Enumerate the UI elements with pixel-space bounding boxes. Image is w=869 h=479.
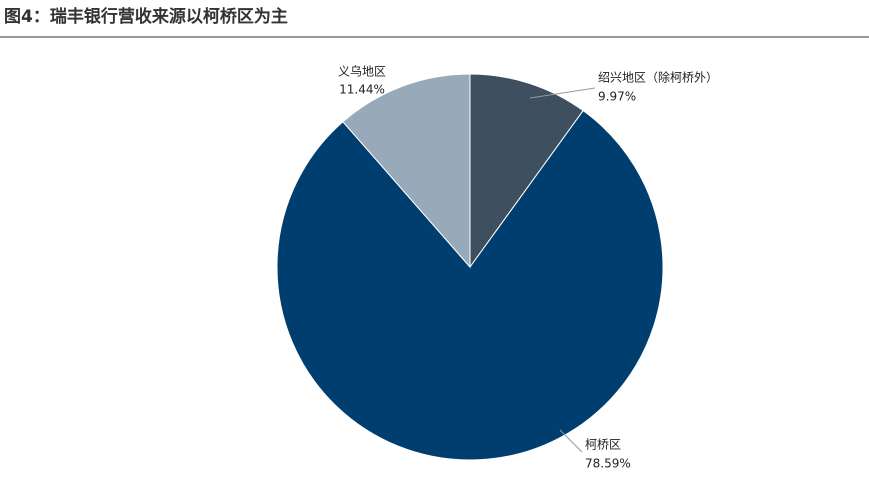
leader-line [559,429,583,453]
chart-title: 图4：瑞丰银行营收来源以柯桥区为主 [4,6,288,27]
slice-label: 柯桥区 [585,438,621,452]
value-label: 78.59% [585,457,631,471]
pie-slice [276,109,664,461]
pie-slice [342,73,471,269]
value-label: 11.44% [339,83,385,97]
slice-label: 义乌地区 [338,64,386,79]
value-label: 9.97% [598,90,636,104]
slice-label: 绍兴地区（除柯桥外） [598,70,718,85]
pie-slice [469,73,584,269]
leader-line [529,87,596,99]
